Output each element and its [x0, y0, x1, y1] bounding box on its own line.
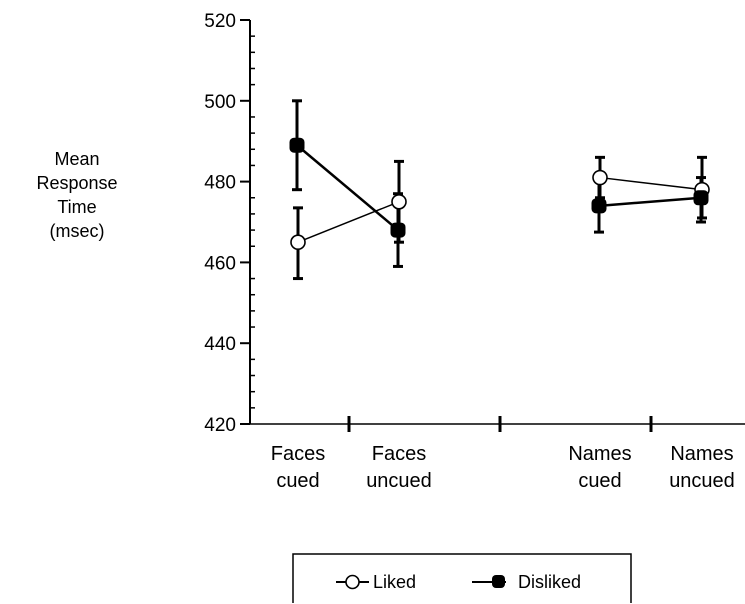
chart-axes: 420 440 460 480 500 520 Faces cued Faces uncued Na…: [36, 11, 745, 492]
y-axis-title: Mean: [54, 149, 99, 169]
y-tick-label: 500: [204, 92, 236, 113]
x-category-label: cued: [276, 470, 319, 492]
series-line-liked: [599, 176, 703, 191]
data-point-disliked: [390, 222, 406, 238]
series-line-disliked: [598, 196, 702, 208]
data-point-disliked: [289, 137, 305, 153]
x-category-label: uncued: [669, 470, 735, 492]
data-point-liked: [290, 234, 306, 250]
x-category-label: Names: [568, 443, 631, 465]
y-tick-label: 420: [204, 415, 236, 436]
y-axis-title: Time: [57, 197, 96, 217]
chart-series: [289, 99, 710, 281]
x-category-label: Names: [670, 443, 733, 465]
data-point-disliked: [693, 190, 709, 206]
series-line-disliked: [296, 144, 399, 232]
legend: Liked Disliked: [292, 553, 632, 603]
y-tick-label: 520: [204, 11, 236, 32]
y-tick-label: 460: [204, 253, 236, 274]
y-axis-title: (msec): [50, 221, 105, 241]
legend-box: [292, 553, 632, 603]
series-line-liked: [297, 201, 400, 243]
y-axis-title: Response: [36, 173, 117, 193]
x-category-label: uncued: [366, 470, 432, 492]
legend-marker-liked: [345, 574, 360, 590]
y-tick-label: 480: [204, 173, 236, 194]
legend-label: Disliked: [518, 572, 581, 592]
y-tick-label: 440: [204, 334, 236, 355]
data-point-liked: [592, 169, 608, 186]
x-category-label: cued: [578, 470, 621, 492]
legend-label: Liked: [373, 572, 416, 592]
data-point-liked: [391, 194, 407, 210]
legend-marker-disliked: [492, 575, 505, 588]
x-category-label: Faces: [372, 443, 426, 465]
x-category-label: Faces: [271, 443, 325, 465]
data-point-disliked: [591, 198, 607, 214]
